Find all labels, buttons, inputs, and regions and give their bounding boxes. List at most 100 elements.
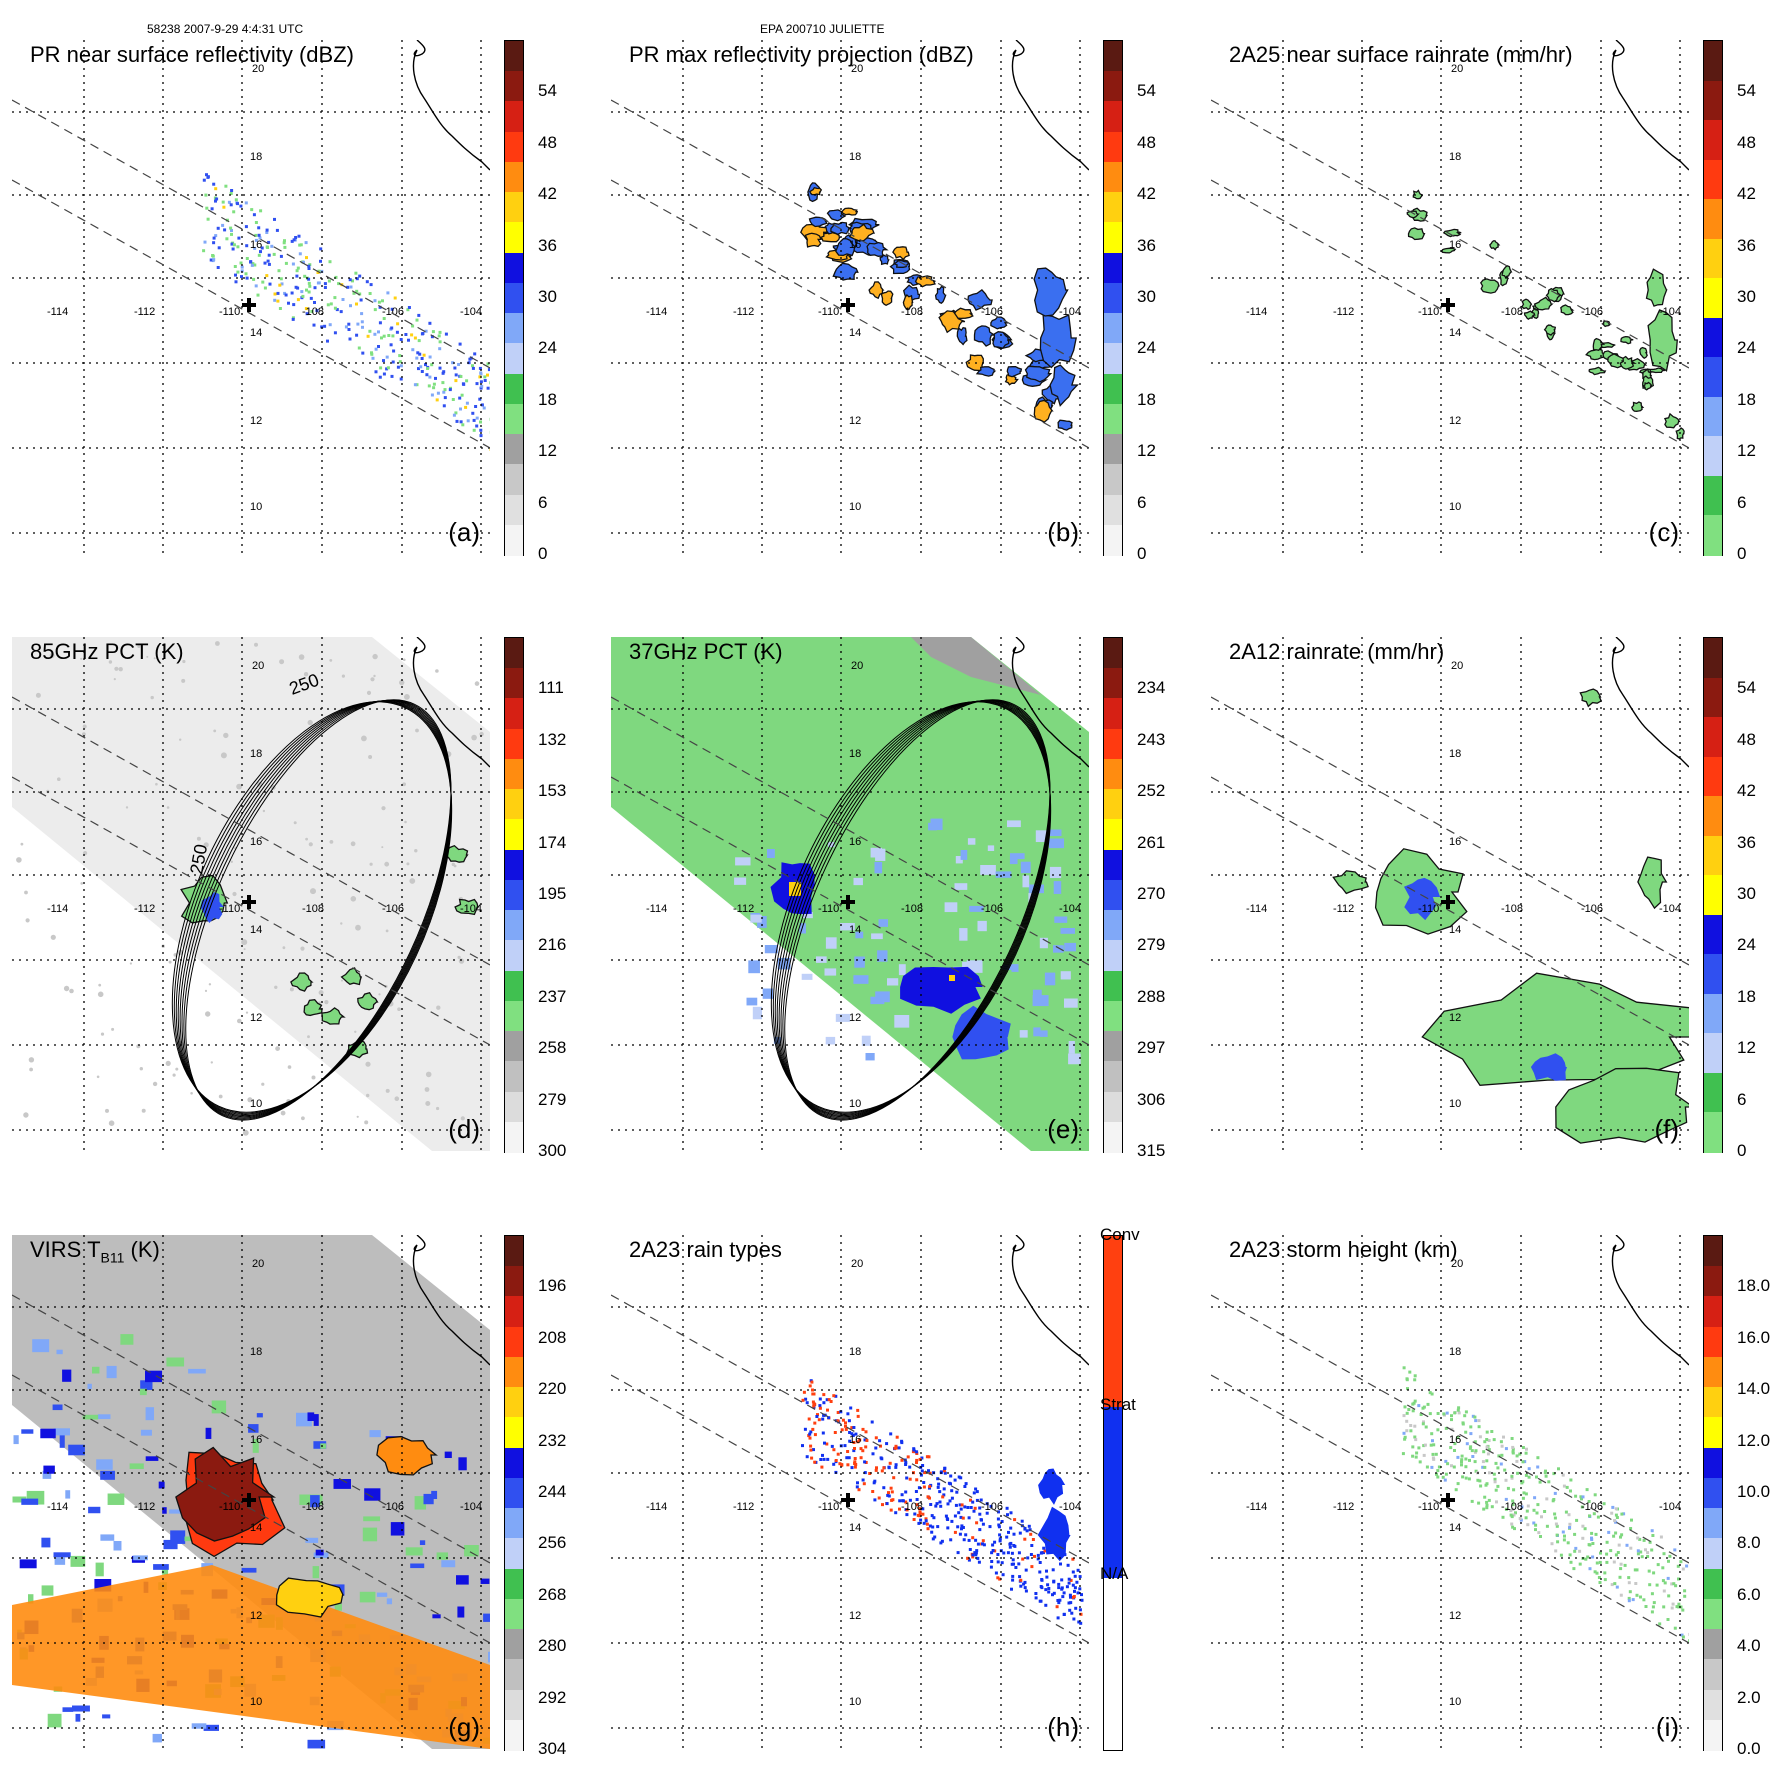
swath-edge (611, 179, 1089, 449)
map-canvas-i: -114 -112 -110 -108 -106 -104 20 18 16 14 12 10 (1211, 1235, 1689, 1749)
colorbar-tick-label: 252 (1137, 781, 1166, 801)
coastline (1611, 637, 1689, 768)
rainrate-cell (1645, 268, 1668, 307)
lon-label: -104 (460, 903, 482, 915)
colorbar-tick-label: 48 (1137, 132, 1156, 152)
lat-lon-grid: -114 -112 -110 -108 -106 -104 20 18 16 14 12 10 (12, 40, 490, 554)
colorbar-g (504, 1235, 524, 1751)
lon-label: -108 (901, 1501, 923, 1513)
colorbar-tick-label: 256 (538, 1533, 567, 1553)
lon-label: -104 (1059, 1501, 1081, 1513)
lon-label: -112 (1333, 1501, 1354, 1513)
storm-center-icon (242, 1493, 256, 1507)
colorbar-tick-label: 306 (1137, 1089, 1166, 1109)
panel-label: (g) (448, 1712, 480, 1742)
rainrate-cell (1545, 287, 1563, 303)
lat-lon-grid: -114 -112 -110 -108 -106 -104 20 18 16 14 12 10 (611, 637, 1089, 1151)
reflectivity-cell (832, 262, 859, 281)
colorbar-tick-label: 30 (1137, 287, 1156, 306)
panel-label: (c) (1648, 517, 1679, 547)
colorbar-swatch (505, 728, 523, 760)
reflectivity-cell (809, 186, 823, 196)
lat-label: 18 (849, 748, 861, 760)
lon-label: -108 (302, 903, 324, 915)
colorbar-swatch (1704, 914, 1722, 956)
lat-label: 18 (849, 1346, 861, 1358)
colorbar-swatch (1704, 1387, 1722, 1419)
rain-area (1579, 688, 1603, 708)
reflectivity-cell (975, 366, 997, 377)
colorbar-swatch (1104, 1578, 1122, 1750)
colorbar-swatch (505, 131, 523, 163)
colorbar-tick-label: 216 (538, 935, 567, 955)
colorbar-swatch (1704, 677, 1722, 719)
colorbar-swatch (1704, 835, 1722, 877)
colorbar-swatch (1704, 1447, 1722, 1479)
colorbar-swatch (505, 940, 523, 972)
reflectivity-cell (938, 310, 966, 334)
colorbar-swatch (1704, 1417, 1722, 1449)
colorbar-tick-label: 36 (1737, 235, 1756, 255)
colorbar-tick-label: 10.0 (1737, 1482, 1771, 1501)
lon-label: -106 (1581, 903, 1603, 915)
panel-label: (f) (1654, 1114, 1679, 1144)
colorbar-swatch (1704, 1689, 1722, 1721)
lon-label: -110 (818, 903, 839, 915)
map-canvas-a: -114 -112 -110 -108 -106 -104 20 18 16 14 12 10 (12, 40, 490, 554)
colorbar-swatch (1104, 970, 1122, 1002)
lat-label: 20 (851, 1258, 863, 1270)
colorbar-swatch (1104, 494, 1122, 526)
colorbar-h (1103, 1235, 1123, 1751)
lon-label: -108 (1501, 903, 1523, 915)
colorbar-tick-label: 292 (538, 1687, 567, 1707)
colorbar-swatch (1704, 717, 1722, 758)
reflectivity-cell (914, 275, 936, 288)
lon-label: -112 (733, 903, 754, 915)
reflectivity-cell (808, 216, 829, 228)
colorbar-tick-label: 0 (538, 544, 548, 563)
lon-label: -110 (219, 306, 240, 318)
panel-title-text: PR near surface reflectivity (dBZ) (30, 42, 354, 67)
colorbar-swatch (1104, 879, 1122, 912)
lat-label: 16 (849, 1434, 861, 1446)
lat-label: 16 (250, 836, 262, 848)
colorbar-tick-label: Conv (1100, 1225, 1140, 1244)
colorbar-swatch (1704, 396, 1722, 438)
colorbar-swatch (505, 1508, 523, 1540)
reflectivity-cell (892, 259, 910, 268)
map-g: -114 -112 -110 -108 -106 -104 20 18 16 14 12 10 VIRS… (12, 1235, 490, 1749)
colorbar-swatch (505, 879, 523, 912)
swath-edge (1211, 179, 1689, 449)
colorbar-swatch (1104, 222, 1122, 254)
colorbar-swatch (1104, 161, 1122, 194)
reflectivity-cell (1004, 373, 1019, 386)
colorbar-tick-label: 304 (538, 1739, 567, 1758)
lon-label: -104 (460, 1501, 482, 1513)
lat-label: 16 (1449, 1434, 1461, 1446)
lon-label: -114 (646, 903, 667, 915)
lat-label: 18 (250, 748, 262, 760)
rainrate-cell (1406, 210, 1420, 219)
colorbar-tick-label: 244 (538, 1482, 567, 1501)
colorbar-swatch (1704, 1072, 1722, 1114)
reflectivity-cell (992, 331, 1010, 349)
lat-label: 10 (849, 1098, 861, 1110)
colorbar-swatch (505, 1000, 523, 1033)
colorbar-swatch (1704, 357, 1722, 398)
convective-cell (454, 898, 479, 916)
colorbar-tick-label: 36 (1137, 235, 1156, 255)
lon-label: -106 (382, 1501, 404, 1513)
coastline (412, 40, 490, 171)
colorbar-swatch (505, 1121, 523, 1153)
coastline (412, 637, 490, 768)
lon-label: -112 (733, 1501, 754, 1513)
lat-label: 18 (1449, 151, 1461, 163)
colorbar-tick-label: 6 (1737, 1089, 1747, 1109)
lat-lon-grid: -114 -112 -110 -108 -106 -104 20 18 16 14 12 10 (1211, 1235, 1689, 1749)
rainrate-cell (1521, 298, 1533, 311)
swath-edge (1211, 99, 1689, 369)
colorbar-e (1103, 637, 1123, 1153)
reflectivity-cell (826, 209, 846, 222)
colorbar-tick-label: 54 (538, 81, 557, 101)
lat-label: 12 (250, 1610, 262, 1622)
